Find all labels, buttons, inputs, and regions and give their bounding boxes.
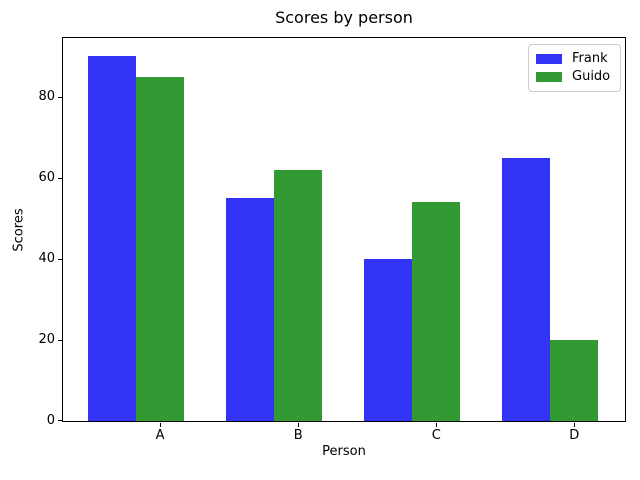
y-tick-label-0: 0 xyxy=(46,413,55,428)
bar-guido-c xyxy=(412,202,461,421)
x-axis-label: Person xyxy=(322,444,366,459)
y-tick-mark-0 xyxy=(58,420,62,421)
x-tick-mark-d xyxy=(574,423,576,427)
y-tick-mark-20 xyxy=(58,339,62,341)
bar-frank-b xyxy=(225,198,274,421)
bar-guido-d xyxy=(550,339,599,421)
legend-label-frank: Frank xyxy=(572,51,608,66)
y-tick-mark-60 xyxy=(58,177,62,179)
x-tick-label-c: C xyxy=(431,428,441,443)
x-tick-label-b: B xyxy=(293,428,303,443)
x-tick-mark-a xyxy=(160,423,162,427)
chart-title: Scores by person xyxy=(275,8,413,27)
x-tick-label-d: D xyxy=(569,428,580,443)
y-tick-label-40: 40 xyxy=(38,250,55,266)
x-tick-mark-c xyxy=(436,423,438,427)
y-axis-label: Scores xyxy=(11,208,27,252)
x-tick-mark-b xyxy=(298,423,300,427)
legend-label-guido: Guido xyxy=(572,69,611,84)
bar-guido-a xyxy=(135,76,185,421)
legend: Frank Guido xyxy=(528,44,621,92)
legend-swatch-guido xyxy=(536,72,562,82)
x-tick-label-a: A xyxy=(155,428,165,443)
bar-frank-a xyxy=(87,56,136,421)
bar-frank-c xyxy=(363,258,413,421)
y-tick-mark-40 xyxy=(58,258,62,260)
y-tick-label-20: 20 xyxy=(38,331,55,347)
legend-item-frank: Frank xyxy=(536,50,620,68)
y-tick-label-60: 60 xyxy=(38,169,55,185)
bar-frank-d xyxy=(501,157,551,421)
bar-guido-b xyxy=(274,169,323,421)
legend-swatch-frank xyxy=(536,54,562,64)
plot-area: A B C D 0 20 40 60 80 xyxy=(38,37,626,443)
y-tick-label-80: 80 xyxy=(38,88,55,104)
y-tick-mark-80 xyxy=(58,96,62,98)
legend-item-guido: Guido xyxy=(536,68,620,86)
